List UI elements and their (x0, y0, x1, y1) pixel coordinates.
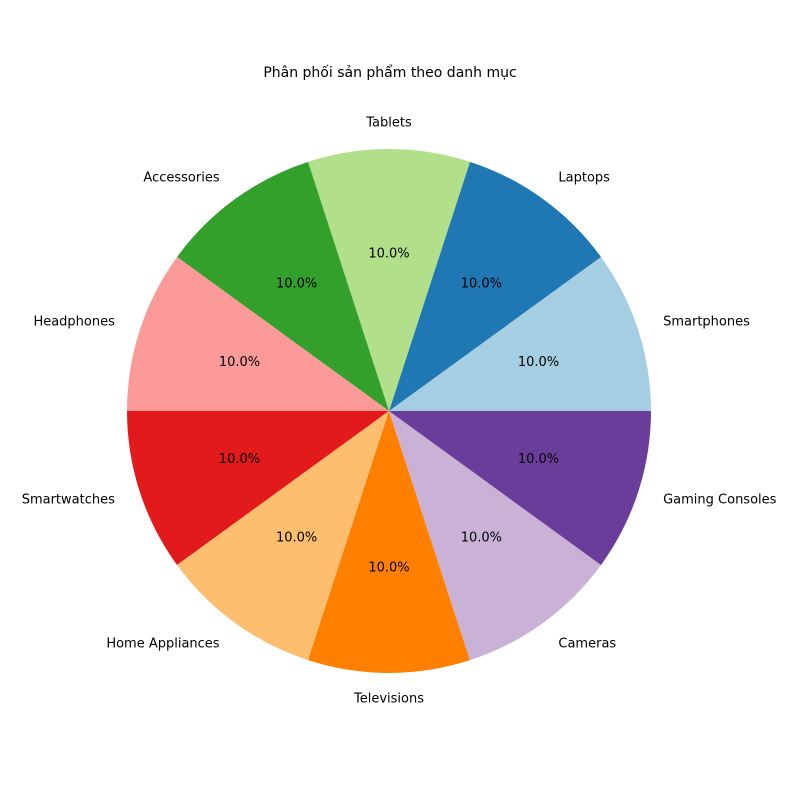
slice-label: Smartwatches (22, 493, 115, 508)
pie-slice-cameras (389, 411, 601, 661)
slice-label: Laptops (558, 170, 610, 185)
slice-percent-label: 10.0% (276, 276, 317, 291)
slice-label: Cameras (558, 637, 616, 652)
pie-labels: Smartphones 10.0% Laptops 10.0% Tablets 10.0%… (22, 115, 777, 706)
slice-percent-label: 10.0% (219, 452, 260, 467)
slice-percent-label: 10.0% (368, 561, 409, 576)
pie-slices (127, 149, 651, 673)
pie-slice-accessories (177, 161, 389, 411)
slice-percent-label: 10.0% (368, 246, 409, 261)
slice-label: Headphones (33, 314, 115, 329)
slice-label: Televisions (353, 692, 424, 707)
slice-label: Accessories (143, 170, 219, 185)
slice-label: Home Appliances (106, 637, 219, 652)
pie-slice-gaming-consoles (389, 411, 651, 565)
slice-percent-label: 10.0% (518, 452, 559, 467)
slice-percent-label: 10.0% (461, 531, 502, 546)
slice-label: Tablets (365, 115, 412, 130)
chart-title: Phân phối sản phẩm theo danh mục (263, 64, 516, 81)
pie-slice-tablets (308, 149, 470, 412)
slice-label: Smartphones (663, 314, 750, 329)
pie-slice-headphones (127, 257, 389, 411)
slice-percent-label: 10.0% (276, 531, 317, 546)
pie-slice-smartwatches (127, 411, 389, 565)
slice-percent-label: 10.0% (219, 355, 260, 370)
slice-label: Gaming Consoles (663, 493, 777, 508)
slice-percent-label: 10.0% (518, 355, 559, 370)
pie-slice-home-appliances (177, 411, 389, 661)
pie-slice-laptops (389, 161, 601, 411)
pie-slice-smartphones (389, 257, 651, 411)
slice-percent-label: 10.0% (461, 276, 502, 291)
pie-slice-televisions (308, 411, 470, 673)
